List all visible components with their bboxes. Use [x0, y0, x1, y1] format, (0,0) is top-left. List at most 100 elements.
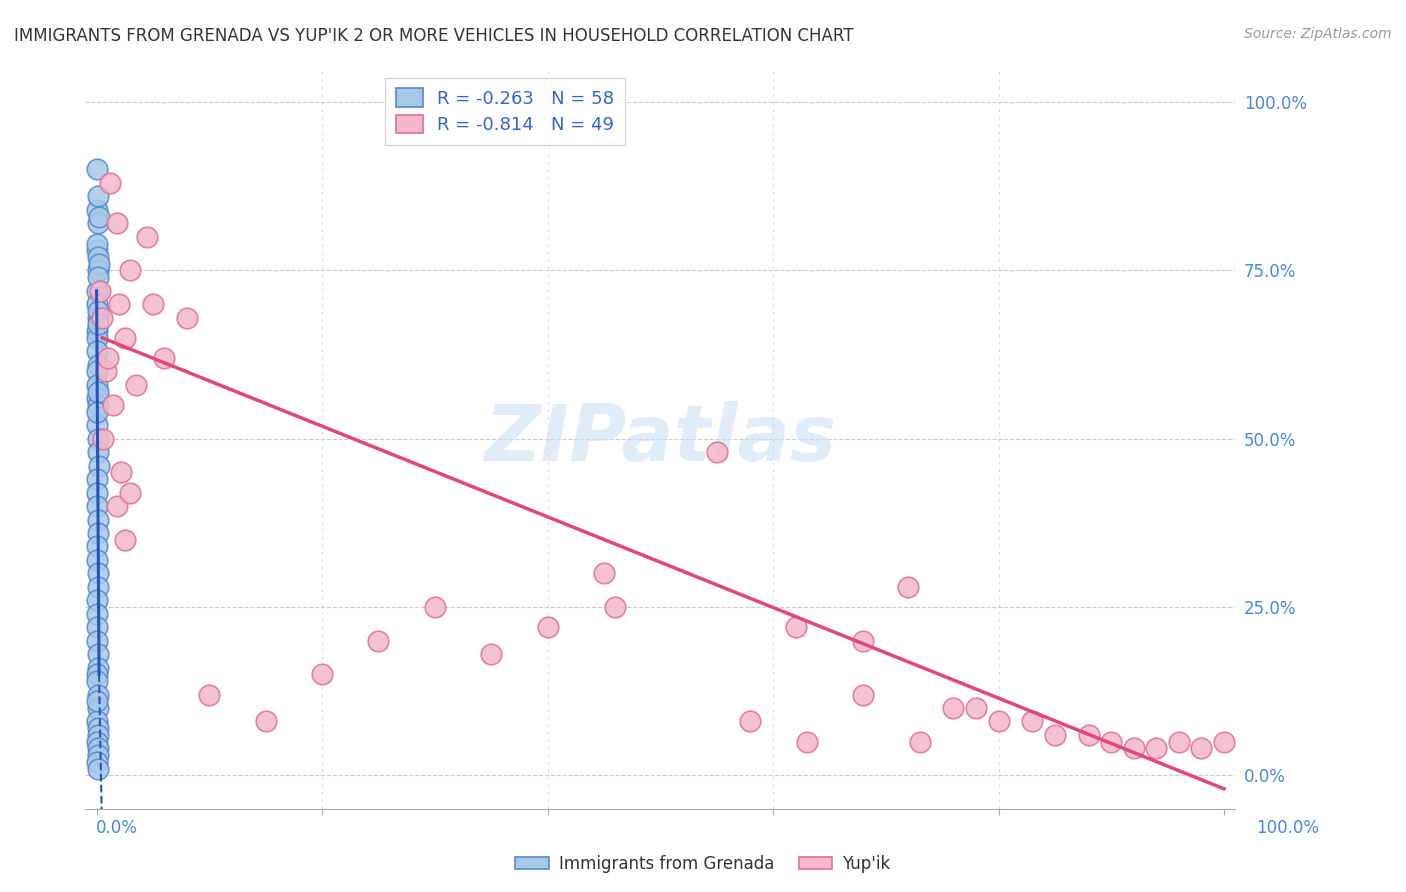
Point [110, 466, 132, 480]
Point [785, 620, 807, 634]
Point [86, 721, 108, 735]
Point [1099, 734, 1122, 748]
Point [1168, 734, 1191, 748]
Point [86, 202, 108, 217]
Point [367, 633, 389, 648]
Point [1021, 714, 1043, 729]
Point [254, 714, 277, 729]
Text: 0.0%: 0.0% [96, 819, 138, 837]
Point [86, 633, 108, 648]
Point [87, 216, 110, 230]
Point [87, 512, 110, 526]
Point [87, 263, 110, 277]
Point [942, 701, 965, 715]
Point [87, 701, 110, 715]
Legend: R = -0.263   N = 58, R = -0.814   N = 49: R = -0.263 N = 58, R = -0.814 N = 49 [385, 78, 626, 145]
Point [86, 270, 108, 285]
Point [852, 688, 875, 702]
Point [1191, 741, 1213, 756]
Text: Source: ZipAtlas.com: Source: ZipAtlas.com [1244, 27, 1392, 41]
Point [108, 297, 131, 311]
Point [86, 378, 108, 392]
Point [86, 331, 108, 345]
Point [423, 600, 446, 615]
Point [87, 310, 110, 325]
Point [86, 620, 108, 634]
Point [796, 734, 818, 748]
Point [87, 458, 110, 473]
Point [153, 351, 176, 365]
Point [142, 297, 165, 311]
Point [86, 607, 108, 621]
Point [87, 647, 110, 661]
Point [86, 284, 108, 298]
Point [86, 674, 108, 689]
Point [87, 189, 110, 203]
Point [86, 236, 108, 251]
Point [91, 432, 114, 446]
Point [536, 620, 558, 634]
Point [86, 418, 108, 433]
Point [87, 728, 110, 742]
Point [86, 364, 108, 378]
Point [706, 445, 728, 459]
Point [114, 533, 136, 547]
Point [91, 310, 114, 325]
Point [311, 667, 333, 681]
Point [87, 384, 110, 399]
Point [125, 378, 148, 392]
Point [86, 553, 108, 567]
Point [86, 250, 108, 264]
Point [87, 526, 110, 541]
Point [114, 331, 136, 345]
Point [852, 633, 875, 648]
Point [1144, 741, 1167, 756]
Legend: Immigrants from Grenada, Yup'ik: Immigrants from Grenada, Yup'ik [509, 848, 897, 880]
Point [87, 660, 110, 674]
Point [86, 244, 108, 258]
Point [86, 405, 108, 419]
Point [120, 485, 142, 500]
Point [908, 734, 931, 748]
Point [87, 358, 110, 372]
Text: IMMIGRANTS FROM GRENADA VS YUP'IK 2 OR MORE VEHICLES IN HOUSEHOLD CORRELATION CH: IMMIGRANTS FROM GRENADA VS YUP'IK 2 OR M… [14, 27, 853, 45]
Text: ZIPatlas: ZIPatlas [484, 401, 837, 476]
Point [897, 580, 920, 594]
Point [94, 364, 117, 378]
Point [86, 472, 108, 486]
Point [198, 688, 221, 702]
Point [86, 566, 108, 581]
Point [105, 499, 128, 513]
Text: 100.0%: 100.0% [1256, 819, 1319, 837]
Point [479, 647, 502, 661]
Point [987, 714, 1010, 729]
Point [86, 755, 108, 769]
Point [86, 694, 108, 708]
Point [89, 284, 111, 298]
Point [87, 748, 110, 763]
Point [86, 540, 108, 554]
Point [97, 351, 120, 365]
Point [86, 667, 108, 681]
Point [593, 566, 616, 581]
Point [86, 398, 108, 412]
Point [87, 210, 110, 224]
Point [98, 176, 121, 190]
Point [86, 324, 108, 338]
Point [105, 216, 128, 230]
Point [1122, 741, 1144, 756]
Point [87, 445, 110, 459]
Point [605, 600, 627, 615]
Point [1213, 734, 1236, 748]
Point [1043, 728, 1066, 742]
Point [87, 688, 110, 702]
Point [86, 714, 108, 729]
Point [86, 432, 108, 446]
Point [86, 392, 108, 406]
Point [86, 344, 108, 359]
Point [965, 701, 987, 715]
Point [87, 580, 110, 594]
Point [87, 762, 110, 776]
Point [86, 162, 108, 177]
Point [86, 297, 108, 311]
